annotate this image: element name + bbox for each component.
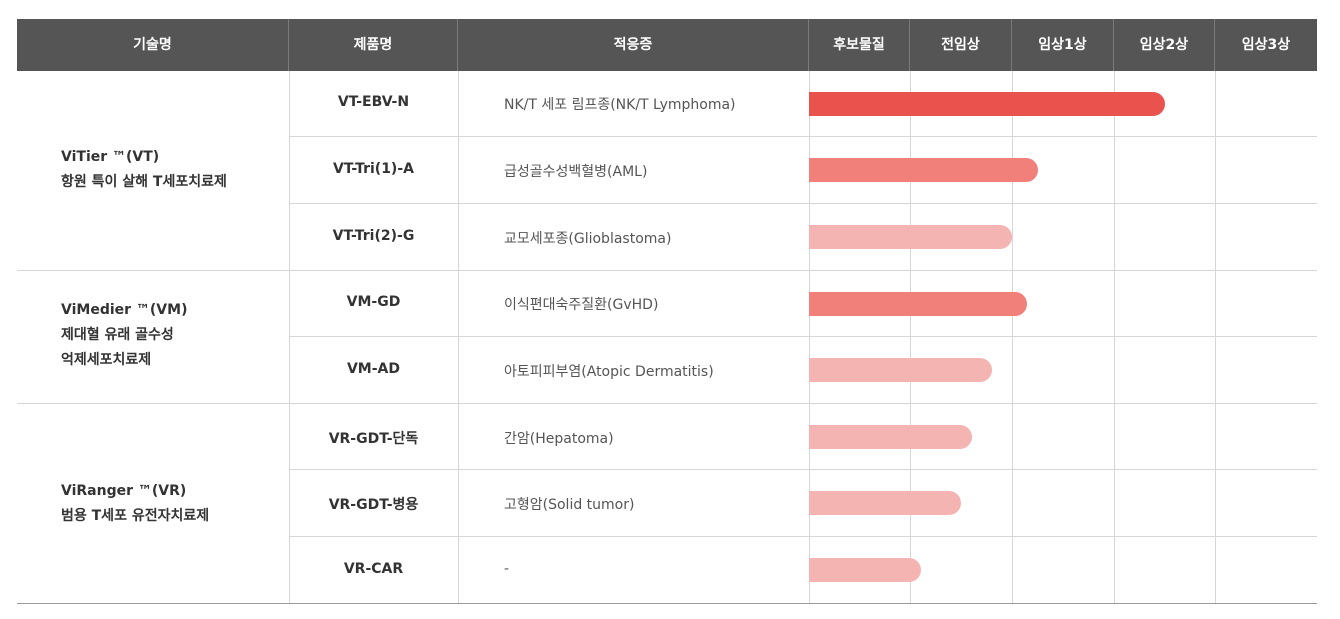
row-divider [289, 536, 1317, 537]
group-name: ViMedier ™(VM) [61, 302, 188, 318]
header-stage-preclinical: 전임상 [910, 19, 1012, 71]
product-name: VR-GDT-병용 [328, 497, 419, 513]
indication: 아토피피부염(Atopic Dermatitis) [504, 364, 714, 380]
header-stage-phase2: 임상2상 [1114, 19, 1215, 71]
table-body: ViTier ™(VT) 항원 특이 살해 T세포치료제 ViMedier ™(… [17, 71, 1317, 604]
table-header: 기술명 제품명 적응증 후보물질 전임상 임상1상 임상2상 임상3상 [17, 19, 1317, 71]
group-desc: 억제세포치료제 [61, 352, 152, 368]
group-desc: 제대혈 유래 골수성 [61, 327, 174, 343]
column-divider [910, 71, 911, 604]
group-vm: ViMedier ™(VM) 제대혈 유래 골수성 억제세포치료제 [61, 298, 187, 373]
indication: 이식편대숙주질환(GvHD) [504, 297, 659, 313]
product-name: VT-Tri(1)-A [333, 161, 414, 177]
product-name: VM-GD [346, 294, 401, 310]
group-vt: ViTier ™(VT) 항원 특이 살해 T세포치료제 [61, 145, 227, 195]
progress-bar [809, 491, 962, 515]
row-divider [289, 203, 1317, 204]
indication: 교모세포종(Glioblastoma) [504, 231, 672, 247]
indication: NK/T 세포 림프종(NK/T Lymphoma) [504, 97, 736, 113]
header-stage-phase1: 임상1상 [1012, 19, 1114, 71]
row-divider [289, 469, 1317, 470]
row-divider [289, 336, 1317, 337]
column-divider [1114, 71, 1115, 604]
group-name: ViTier ™(VT) [61, 149, 160, 165]
product-name: VT-Tri(2)-G [332, 228, 415, 244]
indication: 고형암(Solid tumor) [504, 497, 635, 513]
header-stage-phase3: 임상3상 [1241, 37, 1291, 53]
progress-bar [809, 158, 1038, 182]
column-divider [809, 71, 810, 604]
indication: 급성골수성백혈병(AML) [504, 164, 648, 180]
group-divider [17, 403, 1317, 404]
header-stage-candidate: 후보물질 [809, 19, 910, 71]
group-desc: 범용 T세포 유전자치료제 [61, 508, 210, 524]
indication: 간암(Hepatoma) [504, 431, 614, 447]
progress-bar [809, 358, 992, 382]
group-name: ViRanger ™(VR) [61, 483, 187, 499]
product-name: VR-GDT-단독 [328, 431, 419, 447]
group-desc: 항원 특이 살해 T세포치료제 [61, 174, 227, 190]
group-divider [17, 270, 1317, 271]
table-bottom-border [17, 603, 1317, 604]
progress-bar [809, 558, 921, 582]
progress-bar [809, 225, 1013, 249]
product-name: VR-CAR [343, 561, 404, 577]
progress-bar [809, 292, 1028, 316]
product-name: VM-AD [346, 361, 401, 377]
row-divider [289, 136, 1317, 137]
group-vr: ViRanger ™(VR) 범용 T세포 유전자치료제 [61, 479, 209, 529]
header-product: 제품명 [289, 19, 458, 71]
progress-bar [809, 425, 972, 449]
indication: - [504, 561, 510, 577]
product-name: VT-EBV-N [337, 94, 410, 110]
header-indication: 적응증 [458, 19, 809, 71]
column-divider [1012, 71, 1013, 604]
column-divider [458, 71, 459, 604]
column-divider [1215, 71, 1216, 604]
column-divider [289, 71, 290, 604]
progress-bar [809, 92, 1165, 116]
header-tech: 기술명 [17, 19, 289, 71]
